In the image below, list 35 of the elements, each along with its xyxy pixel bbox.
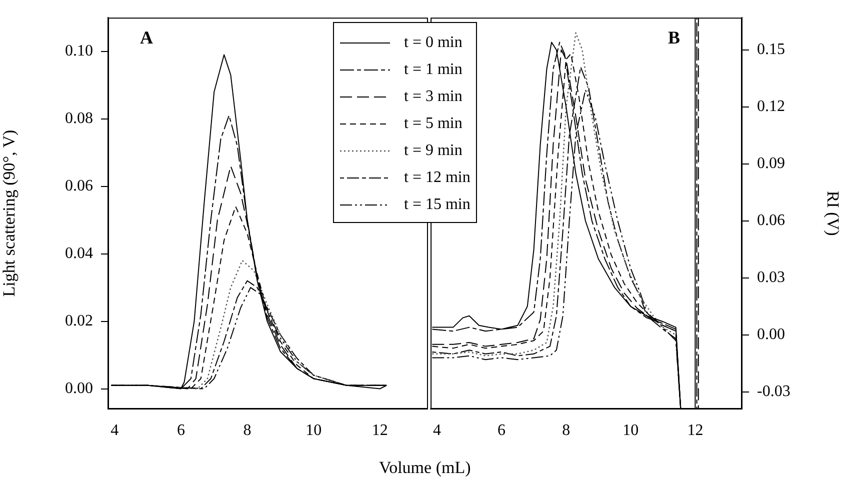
legend-label: t = 9 min xyxy=(404,142,462,160)
x-tick-label: 12 xyxy=(687,422,704,439)
x-tick-label: 12 xyxy=(372,422,388,439)
y2-axis-title: RI (V) xyxy=(823,190,842,236)
y-tick-label: 0.06 xyxy=(65,178,93,195)
legend-label: t = 5 min xyxy=(404,114,462,132)
y-axis-title: Light scattering (90°, V) xyxy=(0,130,19,297)
y-tick-label: 0.00 xyxy=(65,380,93,397)
y2-tick-label: 0.09 xyxy=(757,155,785,172)
y2-tick-label: 0.03 xyxy=(757,269,785,286)
y2-tick-label: 0.00 xyxy=(757,326,785,344)
y-tick-label: 0.10 xyxy=(65,42,93,60)
legend-label: t = 15 min xyxy=(404,196,470,214)
x-tick-label: 4 xyxy=(110,422,119,439)
legend-label: t = 3 min xyxy=(404,88,462,106)
y2-tick-label: -0.03 xyxy=(757,383,790,400)
x-tick-label: 10 xyxy=(622,422,639,439)
legend-label: t = 0 min xyxy=(404,34,462,52)
annotation: A xyxy=(140,27,153,48)
x-tick-label: 10 xyxy=(306,422,322,439)
x-tick-label: 4 xyxy=(433,422,441,439)
y2-tick-label: 0.12 xyxy=(757,98,785,116)
y-tick-label: 0.04 xyxy=(65,244,93,262)
y-tick-label: 0.08 xyxy=(65,110,93,128)
legend-label: t = 1 min xyxy=(404,60,462,78)
y2-tick-label: 0.15 xyxy=(757,41,785,58)
x-tick-label: 8 xyxy=(562,422,570,439)
x-tick-label: 6 xyxy=(176,422,185,439)
x-tick-label: 8 xyxy=(243,422,252,439)
y-tick-label: 0.02 xyxy=(65,312,93,330)
legend-label: t = 12 min xyxy=(404,168,470,186)
x-tick-label: 6 xyxy=(498,422,506,439)
y2-tick-label: 0.06 xyxy=(757,212,785,230)
annotation: B xyxy=(668,27,680,48)
x-axis-title: Volume (mL) xyxy=(379,458,471,478)
